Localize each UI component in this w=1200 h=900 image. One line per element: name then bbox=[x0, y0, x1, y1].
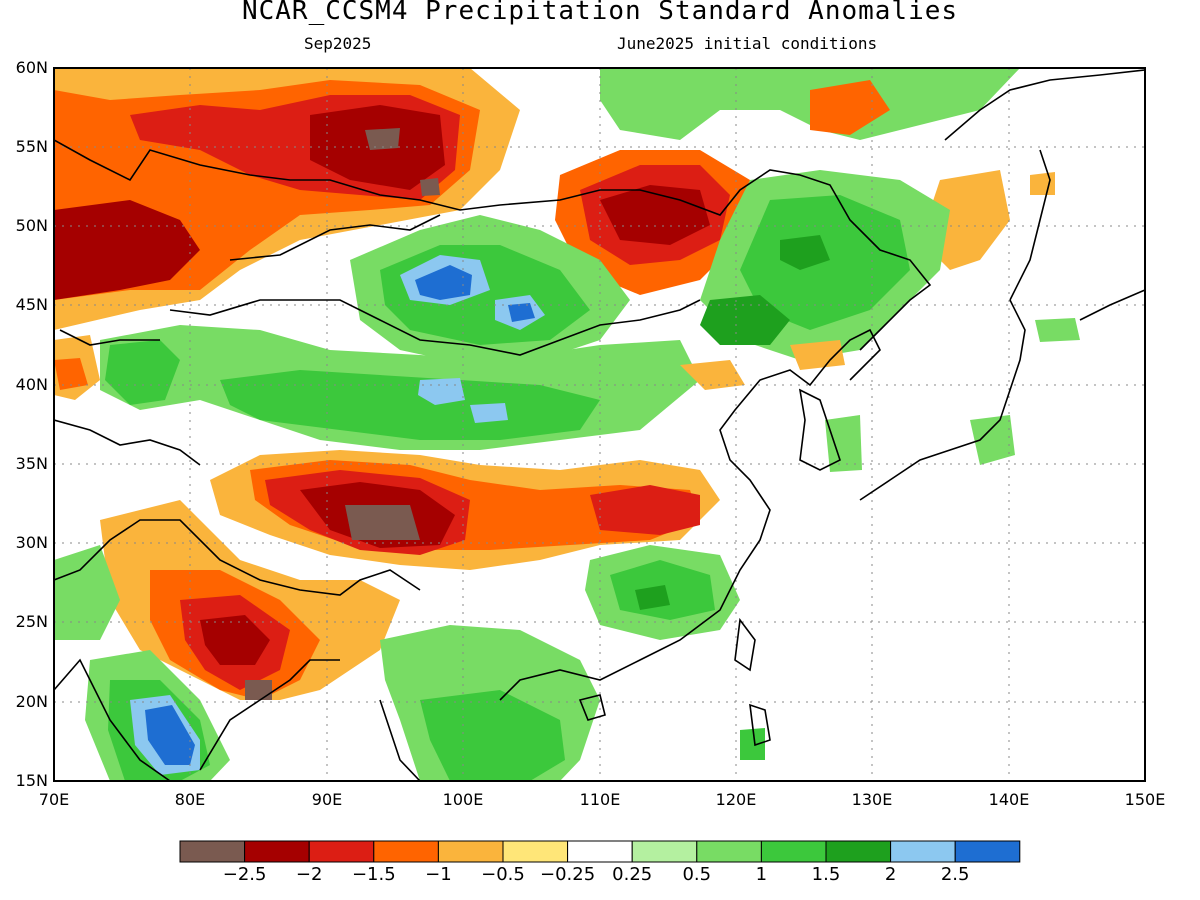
x-tick-90e: 90E bbox=[311, 790, 343, 809]
y-tick-30n: 30N bbox=[15, 533, 48, 552]
colorbar-swatch bbox=[760, 840, 827, 863]
y-tick-60n: 60N bbox=[15, 58, 48, 77]
x-tick-150e: 150E bbox=[1124, 790, 1166, 809]
colorbar-swatch bbox=[567, 840, 633, 863]
colorbar-swatch bbox=[244, 840, 310, 863]
forecast-month: Sep2025 bbox=[304, 34, 372, 53]
initial-conditions: June2025 initial conditions bbox=[617, 34, 878, 53]
x-tick-130e: 130E bbox=[851, 790, 893, 809]
colorbar-swatch bbox=[890, 840, 956, 863]
colorbar-label: 0.5 bbox=[682, 864, 712, 885]
colorbar-swatch bbox=[437, 840, 504, 863]
y-tick-25n: 25N bbox=[15, 612, 48, 631]
colorbar-label: −1.5 bbox=[351, 864, 396, 885]
colorbar-label: −2.5 bbox=[222, 864, 267, 885]
colorbar-label: −0.25 bbox=[540, 864, 596, 885]
y-tick-15n: 15N bbox=[15, 771, 48, 790]
colorbar bbox=[179, 840, 1021, 863]
colorbar-label: 0.25 bbox=[612, 864, 653, 885]
x-tick-110e: 110E bbox=[579, 790, 621, 809]
y-tick-50n: 50N bbox=[15, 216, 48, 235]
y-tick-45n: 45N bbox=[15, 295, 48, 314]
y-tick-35n: 35N bbox=[15, 454, 48, 473]
colorbar-swatch bbox=[308, 840, 375, 863]
colorbar-swatch bbox=[373, 840, 439, 863]
y-tick-20n: 20N bbox=[15, 692, 48, 711]
colorbar-swatch bbox=[502, 840, 569, 863]
x-tick-140e: 140E bbox=[988, 790, 1030, 809]
chart-title: NCAR_CCSM4 Precipitation Standard Anomal… bbox=[241, 0, 959, 26]
colorbar-label: −1 bbox=[425, 864, 452, 885]
colorbar-label: 1 bbox=[755, 864, 768, 885]
colorbar-label: 2.5 bbox=[940, 864, 970, 885]
colorbar-label: 2 bbox=[884, 864, 897, 885]
colorbar-swatch bbox=[696, 840, 762, 863]
anomaly-field bbox=[54, 68, 1080, 781]
colorbar-label: −0.5 bbox=[481, 864, 525, 885]
x-tick-100e: 100E bbox=[442, 790, 484, 809]
coastlines-and-borders bbox=[54, 69, 1145, 781]
colorbar-swatch bbox=[179, 840, 246, 863]
colorbar-swatch bbox=[631, 840, 698, 863]
colorbar-label: 1.5 bbox=[811, 864, 841, 885]
x-tick-120e: 120E bbox=[715, 790, 757, 809]
colorbar-swatch bbox=[825, 840, 892, 863]
x-tick-80e: 80E bbox=[174, 790, 206, 809]
y-tick-55n: 55N bbox=[15, 137, 48, 156]
colorbar-label: −2 bbox=[295, 864, 323, 885]
plot-frame bbox=[53, 67, 1146, 782]
grid-lines bbox=[54, 68, 1145, 781]
x-tick-70e: 70E bbox=[38, 790, 70, 809]
y-tick-40n: 40N bbox=[15, 375, 48, 394]
colorbar-swatch bbox=[954, 840, 1021, 863]
